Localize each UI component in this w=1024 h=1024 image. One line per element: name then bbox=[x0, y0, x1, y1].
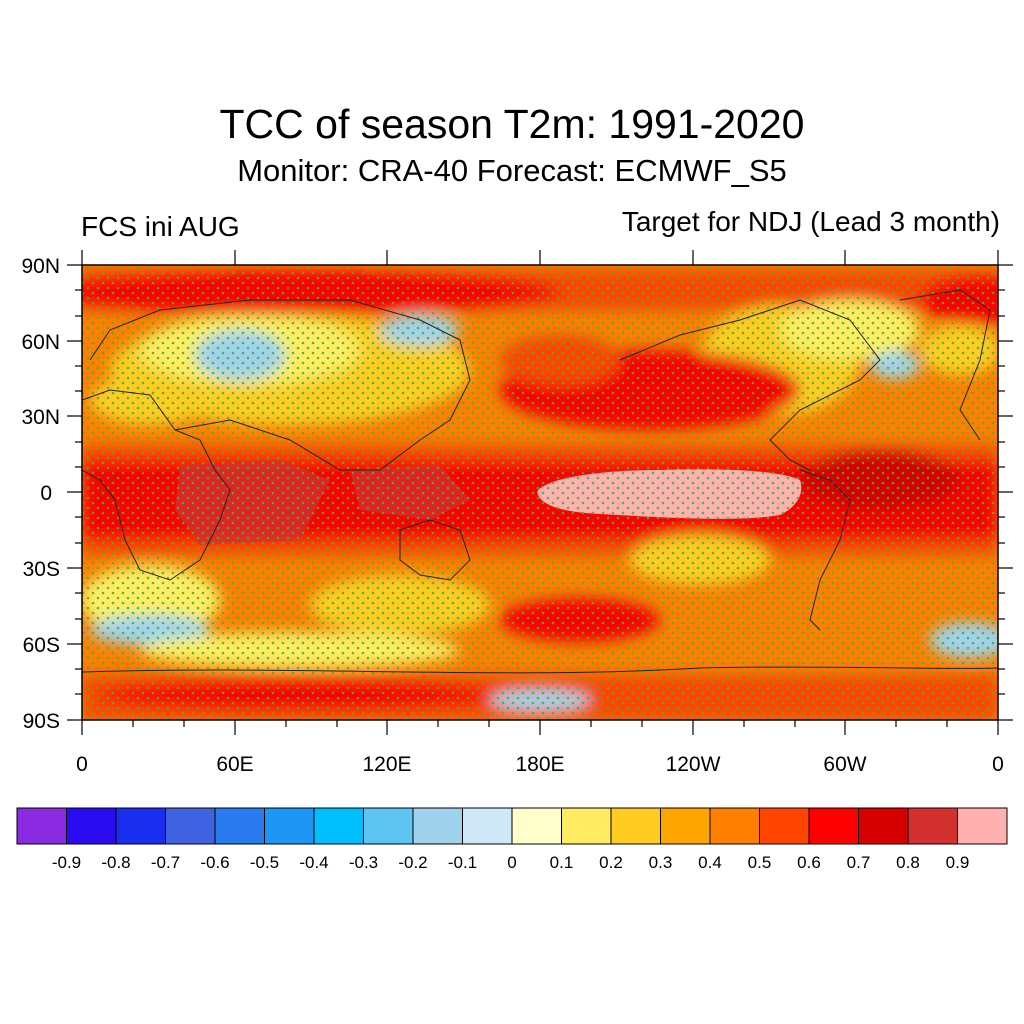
colorbar-label: 0.1 bbox=[550, 853, 574, 872]
colorbar-label: 0.2 bbox=[599, 853, 623, 872]
colorbar-swatch bbox=[561, 807, 612, 845]
colorbar-label: -0.5 bbox=[250, 853, 279, 872]
target-label: Target for NDJ (Lead 3 month) bbox=[621, 206, 1000, 237]
colorbar-label: 0.9 bbox=[946, 853, 970, 872]
lon-label: 120W bbox=[666, 753, 721, 776]
colorbar-label: 0.5 bbox=[748, 853, 772, 872]
colorbar-label: -0.3 bbox=[349, 853, 378, 872]
colorbar-label: -0.7 bbox=[151, 853, 180, 872]
colorbar-swatch bbox=[363, 807, 414, 845]
colorbar-swatch bbox=[511, 807, 562, 845]
colorbar-swatch bbox=[610, 807, 661, 845]
lon-ticks bbox=[81, 250, 999, 735]
colorbar-label: -0.8 bbox=[101, 853, 130, 872]
colorbar-swatch bbox=[214, 807, 265, 845]
init-label: FCS ini AUG bbox=[81, 211, 240, 242]
colorbar-swatch bbox=[808, 807, 859, 845]
lon-label: 60W bbox=[823, 753, 866, 776]
colorbar-swatch bbox=[115, 807, 166, 845]
lat-label: 60S bbox=[23, 634, 60, 657]
colorbar-swatch bbox=[858, 807, 909, 845]
lat-labels: 90N 60N 30N 0 30S 60S 90S bbox=[21, 255, 60, 733]
lat-label: 30S bbox=[23, 558, 60, 581]
significance-stipple bbox=[82, 265, 998, 720]
colorbar-swatch bbox=[165, 807, 216, 845]
colorbar-swatch bbox=[462, 807, 513, 845]
colorbar-swatch bbox=[66, 807, 117, 845]
colorbar-label: 0.6 bbox=[797, 853, 821, 872]
lat-ticks bbox=[67, 264, 1013, 721]
lat-label: 90N bbox=[21, 255, 60, 278]
colorbar-label: -0.2 bbox=[398, 853, 427, 872]
lon-label: 60E bbox=[216, 753, 253, 776]
lon-labels: 0 60E 120E 180E 120W 60W 0 bbox=[76, 753, 1004, 776]
lat-label: 60N bbox=[21, 331, 60, 354]
colorbar-swatch bbox=[907, 807, 958, 845]
map-title: TCC of season T2m: 1991-2020 bbox=[219, 101, 805, 147]
colorbar-swatch bbox=[313, 807, 364, 845]
lon-label: 0 bbox=[76, 753, 88, 776]
colorbar-label: 0 bbox=[507, 853, 516, 872]
colorbar-swatch bbox=[759, 807, 810, 845]
coastlines bbox=[82, 289, 998, 674]
colorbar-label: 0.8 bbox=[896, 853, 920, 872]
colorbar-swatch bbox=[16, 807, 67, 845]
colorbar-labels: -0.9 -0.8 -0.7 -0.6 -0.5 -0.4 -0.3 -0.2 -0.1 0 0.1… bbox=[52, 853, 969, 872]
colorbar-label: 0.4 bbox=[698, 853, 722, 872]
correlation-field bbox=[82, 265, 998, 720]
colorbar-swatch bbox=[264, 807, 315, 845]
colorbar-label: -0.4 bbox=[299, 853, 328, 872]
colorbar-swatch bbox=[412, 807, 463, 845]
colorbar-label: -0.6 bbox=[200, 853, 229, 872]
lon-label: 180E bbox=[515, 753, 564, 776]
lon-label: 0 bbox=[992, 753, 1004, 776]
colorbar-label: 0.3 bbox=[649, 853, 673, 872]
colorbar bbox=[16, 807, 1008, 845]
colorbar-swatch bbox=[709, 807, 760, 845]
lat-label: 90S bbox=[23, 710, 60, 733]
lon-label: 120E bbox=[362, 753, 411, 776]
lat-label: 0 bbox=[40, 482, 52, 505]
colorbar-swatch bbox=[957, 807, 1008, 845]
colorbar-swatch bbox=[660, 807, 711, 845]
colorbar-label: -0.9 bbox=[52, 853, 81, 872]
map-subtitle: Monitor: CRA-40 Forecast: ECMWF_S5 bbox=[237, 153, 787, 188]
colorbar-label: -0.1 bbox=[448, 853, 477, 872]
lat-label: 30N bbox=[21, 406, 60, 429]
colorbar-label: 0.7 bbox=[847, 853, 871, 872]
